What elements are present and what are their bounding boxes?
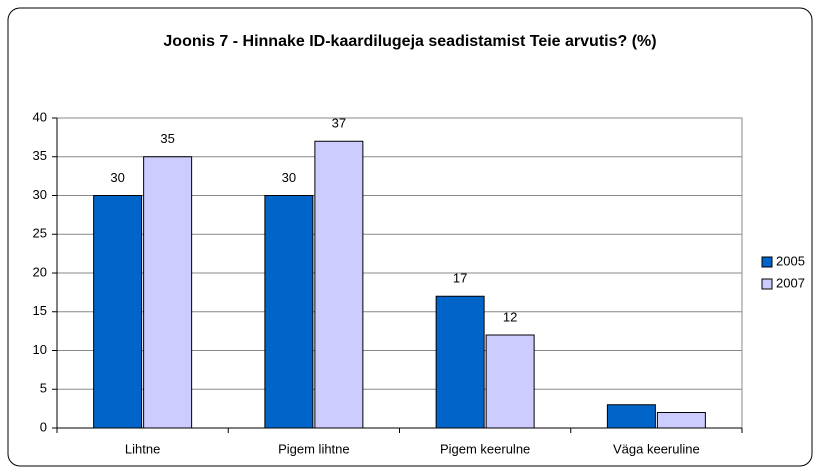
bar xyxy=(485,334,535,429)
bar xyxy=(656,412,706,429)
y-tick-label: 30 xyxy=(33,187,47,202)
y-tick-label: 5 xyxy=(40,381,47,396)
x-tick-label: Lihtne xyxy=(125,441,160,456)
x-tick-label: Pigem keerulne xyxy=(440,441,530,456)
legend-label: 2007 xyxy=(776,275,805,290)
bar xyxy=(435,295,485,429)
bar xyxy=(143,156,193,429)
y-tick-label: 40 xyxy=(33,109,47,124)
legend-swatch xyxy=(761,278,773,290)
bar xyxy=(606,404,656,429)
data-label: 30 xyxy=(110,170,124,185)
data-label: 12 xyxy=(503,309,517,324)
bar xyxy=(93,195,143,429)
data-label: 30 xyxy=(282,170,296,185)
y-tick-label: 25 xyxy=(33,226,47,241)
data-label: 17 xyxy=(453,271,467,286)
bar xyxy=(314,140,364,429)
y-tick-label: 0 xyxy=(40,419,47,434)
data-label: 35 xyxy=(160,131,174,146)
y-tick-label: 35 xyxy=(33,148,47,163)
bar xyxy=(264,195,314,429)
x-tick-label: Pigem lihtne xyxy=(278,441,350,456)
data-label: 37 xyxy=(332,116,346,131)
y-tick-label: 15 xyxy=(33,303,47,318)
legend-label: 2005 xyxy=(776,253,805,268)
x-tick-label: Väga keeruline xyxy=(613,441,700,456)
legend-swatch xyxy=(761,256,773,268)
y-tick-label: 20 xyxy=(33,264,47,279)
chart-title: Joonis 7 - Hinnake ID-kaardilugeja seadi… xyxy=(163,33,656,50)
y-tick-label: 10 xyxy=(33,342,47,357)
